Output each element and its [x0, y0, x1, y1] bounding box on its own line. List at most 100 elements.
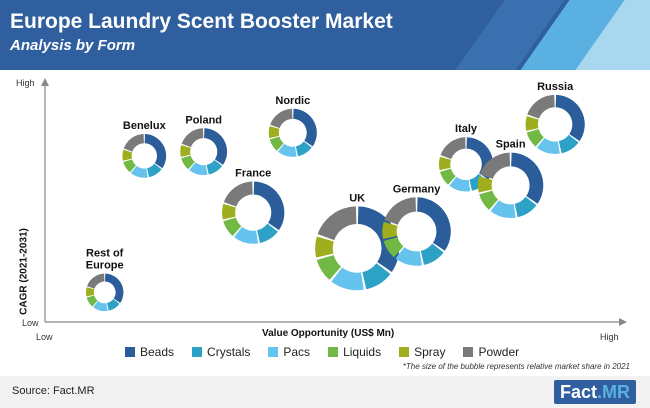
donut-segment-spray	[85, 287, 95, 297]
bubble-benelux: Benelux	[122, 120, 167, 178]
source-label: Source: Fact.MR	[12, 385, 95, 397]
legend-swatch	[463, 347, 474, 357]
donut-segment-beads	[511, 152, 544, 204]
bubble-label: Russia	[537, 81, 574, 93]
donut-segment-liquids	[439, 168, 456, 185]
donut-segment-beads	[105, 273, 124, 303]
footer: Source: Fact.MR Fact.MR	[0, 376, 650, 408]
donut-segment-pacs	[234, 226, 259, 244]
axes	[41, 78, 627, 326]
legend-swatch	[192, 347, 203, 357]
bubble-label: Germany	[393, 183, 442, 195]
y-axis-title: CAGR (2021-2031)	[18, 228, 30, 315]
legend-item-powder: Powder	[463, 345, 519, 359]
donut-segment-crystals	[558, 134, 579, 154]
bubble-label: UK	[349, 192, 365, 204]
donut-segment-crystals	[206, 160, 223, 175]
bubble-nordic: Nordic	[268, 95, 317, 157]
x-axis-title: Value Opportunity (US$ Mn)	[262, 328, 395, 339]
legend-item-pacs: Pacs	[268, 345, 310, 359]
donut-segment-pacs	[278, 143, 297, 157]
donut-segment-liquids	[181, 155, 195, 170]
y-axis-arrow	[41, 78, 49, 86]
donut-segment-pacs	[331, 267, 364, 291]
donut-segment-pacs	[449, 176, 471, 192]
bubble-label: Rest of	[86, 248, 124, 260]
bubble-label: Europe	[86, 260, 124, 272]
bubble-germany: Germany	[382, 183, 451, 266]
donut-segment-liquids	[383, 237, 404, 258]
donut-segment-liquids	[223, 217, 242, 236]
legend-item-liquids: Liquids	[328, 345, 381, 359]
donut-segment-liquids	[479, 190, 499, 210]
donut-segment-powder	[479, 152, 511, 179]
donut-segment-powder	[87, 273, 105, 289]
bubble-france: France	[222, 167, 285, 244]
donut-segment-powder	[223, 181, 253, 207]
logo-main: Fact	[559, 382, 597, 402]
donut-segment-powder	[317, 206, 357, 241]
donut-segment-powder	[384, 197, 416, 225]
donut-segment-liquids	[269, 136, 284, 151]
factmr-logo: Fact.MR	[553, 380, 636, 404]
donut-segment-powder	[527, 94, 555, 119]
legend-swatch	[268, 347, 279, 357]
chart-area: Rest of Europe Benelux Poland Nordic France UK…	[0, 70, 650, 370]
bubble-uk: UK	[315, 192, 400, 291]
bubble-size-note: *The size of the bubble represents relat…	[402, 362, 630, 371]
donut-segment-crystals	[107, 299, 120, 311]
donut-segment-liquids	[123, 159, 136, 173]
donut-segment-crystals	[147, 163, 162, 178]
donut-segment-beads	[144, 134, 167, 169]
donut-segment-powder	[123, 134, 144, 152]
page-title: Europe Laundry Scent Booster Market	[10, 10, 393, 33]
donut-segment-pacs	[93, 300, 108, 312]
donut-segment-spray	[180, 145, 191, 157]
donut-segment-liquids	[86, 295, 98, 307]
legend-item-beads: Beads	[125, 345, 174, 359]
bubble-label: Poland	[185, 114, 222, 126]
bubble-label: Italy	[455, 123, 478, 135]
legend-label: Powder	[478, 345, 520, 359]
y-axis-low-label: Low	[22, 318, 39, 328]
donut-segment-pacs	[189, 162, 208, 176]
donut-segment-spray	[525, 116, 539, 131]
donut-segment-crystals	[257, 223, 278, 244]
donut-segment-spray	[222, 203, 236, 220]
legend-swatch	[125, 347, 135, 357]
legend-item-crystals: Crystals	[192, 345, 250, 359]
donut-segment-pacs	[536, 137, 560, 154]
donut-segment-pacs	[130, 165, 148, 178]
bubble-russia: Russia	[525, 81, 585, 154]
donut-segment-crystals	[362, 263, 391, 290]
bubble-spain: Spain	[477, 139, 544, 218]
legend-label: Beads	[140, 345, 175, 359]
donut-segment-spray	[382, 221, 398, 240]
legend-swatch	[328, 347, 339, 357]
x-axis-low-label: Low	[36, 332, 53, 342]
donut-segment-beads	[204, 128, 228, 165]
donut-segment-pacs	[490, 200, 516, 218]
donut-segment-spray	[122, 149, 133, 161]
bubble-label: France	[235, 167, 271, 179]
legend-swatch	[399, 347, 410, 357]
legend-label: Liquids	[343, 345, 382, 359]
donut-segment-spray	[315, 236, 334, 258]
donut-segment-powder	[270, 108, 293, 129]
donut-segment-beads	[253, 181, 285, 231]
x-axis-high-label: High	[600, 332, 619, 342]
header-banner: Europe Laundry Scent Booster Market Anal…	[0, 0, 650, 70]
page-subtitle: Analysis by Form	[10, 37, 136, 54]
donut-segment-spray	[477, 176, 493, 193]
logo-accent: .MR	[597, 382, 630, 402]
bubble-poland: Poland	[180, 114, 228, 176]
legend-label: Crystals	[207, 345, 251, 359]
legend-item-spray: Spray	[399, 345, 445, 359]
bubble-label: Nordic	[275, 95, 310, 107]
chart-legend: Beads Crystals Pacs Liquids Spray Powder	[125, 344, 545, 360]
y-axis-high-label: High	[16, 78, 35, 88]
donut-segment-powder	[440, 137, 466, 159]
donut-segment-pacs	[395, 247, 422, 266]
